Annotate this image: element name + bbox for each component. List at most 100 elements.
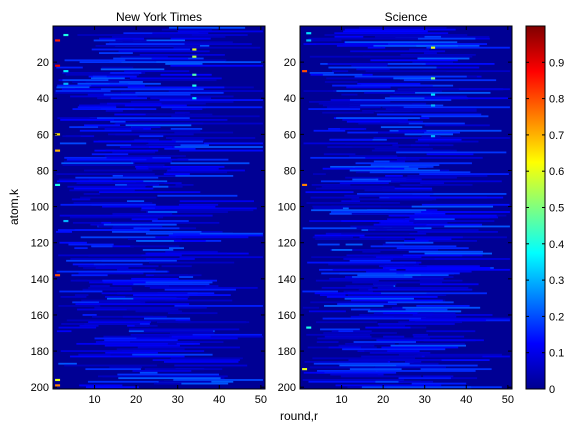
heatmap-cell [336,117,420,120]
heatmap-cell [82,314,97,316]
heatmap-cell [106,156,153,159]
heatmap-cell [410,144,430,147]
heatmap-cell [341,93,358,96]
heatmap-cell [179,149,263,152]
heatmap-cell [309,55,371,58]
heatmap-cell [350,315,433,318]
heatmap-cell [119,146,175,148]
heatmap-cell [341,200,360,203]
heatmap-cell [408,326,427,329]
heatmap-cell [312,236,353,239]
heatmap-cell [77,308,171,311]
heatmap-highlight [55,39,61,42]
heatmap-cell [369,171,471,174]
heatmap-cell [120,129,201,132]
heatmap-cell [103,281,163,284]
heatmap-cell [145,211,228,213]
heatmap-cell [405,211,510,213]
heatmap-cell [93,263,143,266]
y-tick-label: 160 [31,310,49,322]
heatmap-cell [313,129,346,132]
heatmap-highlight [430,104,436,107]
heatmap-cell [377,286,469,289]
heatmap-cell [347,292,427,295]
heatmap-cell [130,245,180,248]
heatmap-cell [176,333,262,336]
heatmap-cell [178,203,219,206]
heatmap-cell [173,232,200,235]
heatmap-cell [79,61,122,64]
heatmap-cell [310,366,376,369]
heatmap-cell [403,106,510,109]
heatmap-cell [135,350,205,352]
heatmap-cell [62,135,81,138]
heatmap-cell [357,82,421,85]
heatmap-highlight [430,135,436,138]
heatmap-cell [370,308,406,311]
heatmap-cell [343,290,373,293]
heatmap-cell [109,41,141,44]
heatmap-cell [118,377,221,380]
heatmap-cell [124,104,187,107]
heatmap-cell [132,35,226,38]
heatmap-cell [421,317,510,320]
heatmap-cell [172,146,263,148]
heatmap-cell [383,312,418,315]
heatmap-cell [59,290,103,293]
heatmap-cell [316,370,378,372]
heatmap-cell [376,113,482,116]
heatmap-cell [171,335,211,338]
x-tick-label: 10 [88,394,100,406]
heatmap-cells [300,26,512,389]
heatmap-cell [102,375,160,378]
heatmap-cell [385,108,477,110]
heatmap-cell [349,155,398,157]
heatmap-cell [133,297,188,300]
heatmap-cell [156,321,250,324]
heatmap-cell [149,286,258,289]
heatmap-cell [306,333,370,336]
heatmap-cell [351,198,437,201]
heatmap-cell [414,212,446,215]
heatmap-cell [419,279,463,282]
heatmap-cell [87,380,183,383]
heatmap-cell [388,43,488,45]
heatmap-cell [104,344,180,347]
heatmap-cell [370,299,443,302]
heatmap-cell [302,379,405,381]
heatmap-highlight [192,97,197,100]
heatmap-cell [411,205,494,208]
heatmap-cell [385,174,403,177]
heatmap-cell [370,164,440,166]
heatmap-cell [323,153,356,156]
axes-frame [52,25,266,390]
heatmap-cell [411,382,467,385]
heatmap-cell [352,281,443,284]
heatmap-cell [393,77,435,80]
heatmap-cell [311,184,351,186]
heatmap-cell [424,124,490,127]
heatmap-cell [110,120,126,123]
heatmap-cell [315,279,379,282]
y-tick-label: 100 [278,202,296,214]
heatmap-cell [62,164,165,166]
x-tick-label: 20 [377,394,389,406]
heatmap-cell [72,81,120,83]
heatmap-highlight [63,219,69,223]
heatmap-cell [145,281,213,284]
heatmap-cell [415,140,479,143]
heatmap-cell [378,324,406,327]
heatmap-cell [405,361,422,363]
heatmap-cell [375,229,479,231]
heatmap-cell [80,384,104,387]
heatmap-cell [68,243,114,246]
heatmap-cell [402,156,483,159]
x-tick-label: 50 [255,394,267,406]
heatmap-cell [373,137,433,139]
heatmap-cell [389,129,502,132]
heatmap-cell [426,46,510,49]
heatmap-cell [345,176,457,179]
heatmap-cell [343,30,428,33]
heatmap-cell [133,39,185,42]
heatmap-cell [130,341,224,343]
